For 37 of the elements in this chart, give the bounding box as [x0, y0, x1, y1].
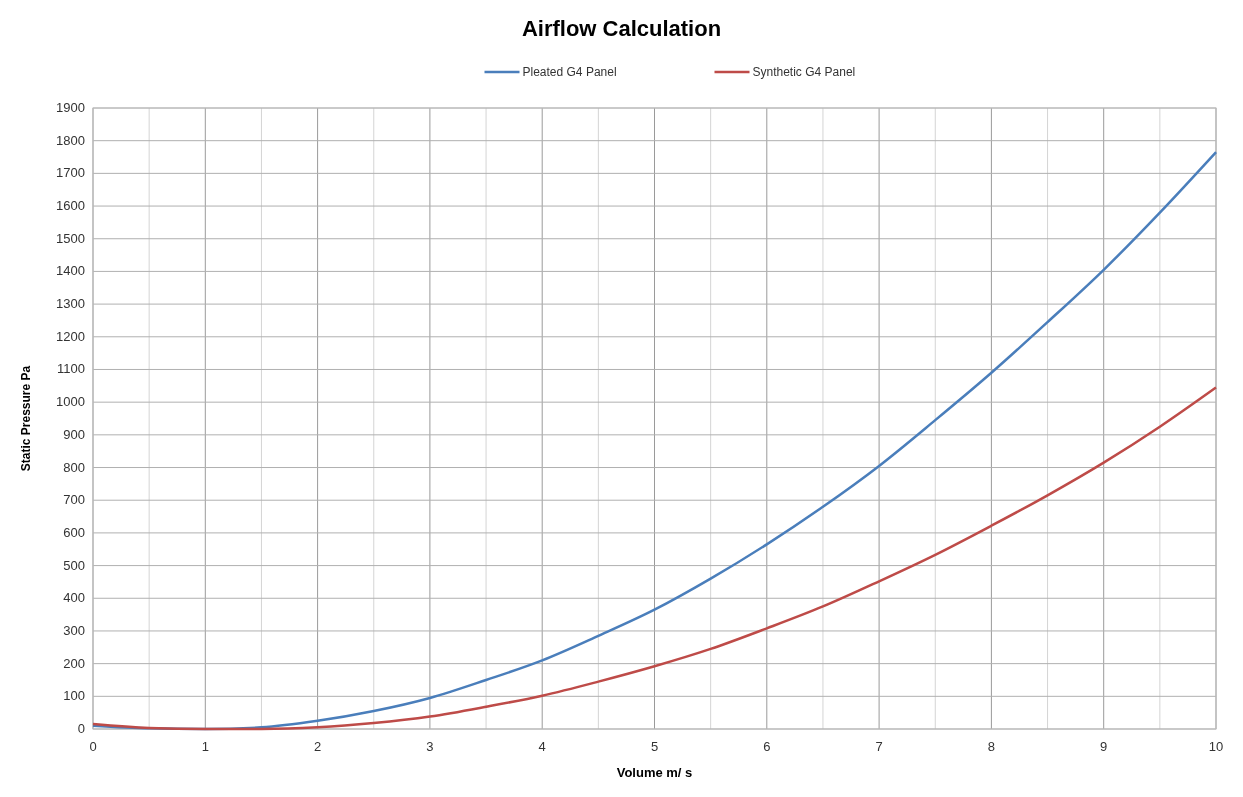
y-tick-label: 1900 [56, 100, 85, 115]
y-tick-label: 1700 [56, 165, 85, 181]
y-tick-label: 900 [63, 426, 85, 442]
x-tick-label: 9 [1100, 739, 1108, 754]
y-tick-label: 300 [63, 622, 85, 638]
y-tick-label: 1300 [56, 296, 85, 312]
y-tick-label: 1600 [56, 198, 85, 214]
x-tick-label: 5 [650, 739, 659, 754]
x-tick-label: 2 [313, 739, 322, 754]
y-tick-label: 1400 [56, 263, 85, 279]
y-tick-label: 1000 [56, 394, 85, 410]
y-tick-label: 0 [77, 721, 85, 736]
x-tick-label: 10 [1208, 739, 1224, 754]
chart-title: Airflow Calculation [521, 16, 722, 41]
x-tick-label: 4 [538, 739, 546, 754]
legend-label: Synthetic G4 Panel [752, 65, 856, 79]
legend-label: Pleated G4 Panel [522, 65, 617, 79]
y-tick-label: 700 [63, 492, 85, 508]
x-tick-label: 0 [89, 739, 97, 754]
x-tick-label: 7 [875, 739, 883, 754]
y-axis-title: Static Pressure Pa [19, 365, 33, 472]
x-axis-title: Volume m/ s [616, 765, 693, 780]
y-tick-label: 1800 [56, 132, 85, 148]
x-tick-label: 8 [987, 739, 996, 754]
y-tick-label: 1100 [57, 361, 85, 377]
y-tick-label: 600 [63, 524, 85, 540]
x-tick-label: 3 [426, 739, 434, 754]
y-tick-label: 200 [63, 655, 85, 671]
y-tick-label: 800 [63, 459, 85, 475]
y-tick-label: 400 [63, 590, 85, 606]
line-series [91, 386, 1218, 731]
y-tick-label: 1500 [56, 230, 85, 246]
y-tick-label: 100 [63, 688, 85, 704]
x-tick-label: 6 [763, 739, 771, 754]
y-tick-label: 500 [63, 557, 85, 573]
x-tick-label: 1 [201, 739, 209, 754]
y-tick-label: 1200 [56, 328, 85, 344]
